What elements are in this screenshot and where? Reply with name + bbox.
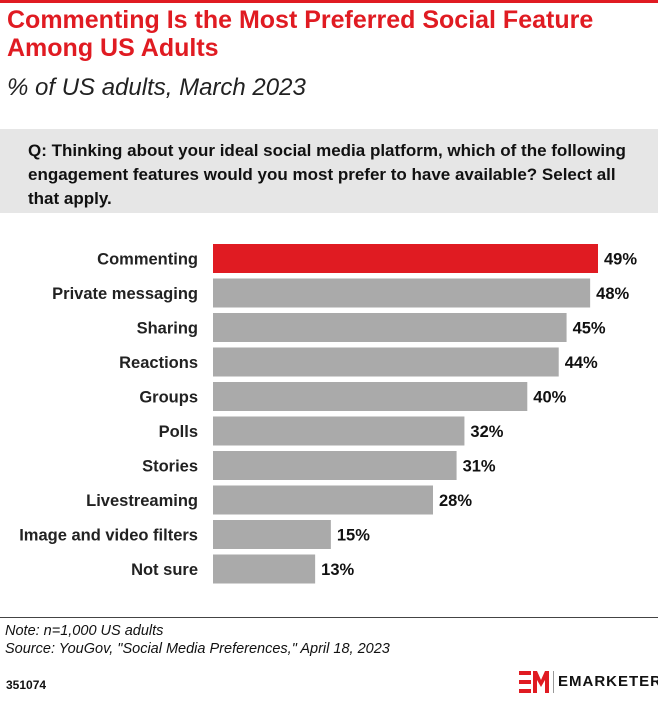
value-label: 44% (565, 354, 598, 372)
footnotes: Note: n=1,000 US adults Source: YouGov, … (5, 622, 390, 658)
value-label: 45% (573, 320, 606, 338)
value-label: 13% (321, 561, 354, 579)
category-label: Private messaging (52, 285, 198, 303)
category-label: Commenting (97, 251, 198, 269)
value-label: 40% (533, 389, 566, 407)
category-label: Stories (142, 458, 198, 476)
bar (213, 244, 598, 273)
chart-title: Commenting Is the Most Preferred Social … (7, 6, 594, 62)
bar (213, 382, 528, 411)
category-label: Polls (159, 423, 198, 441)
chart-id: 351074 (6, 678, 47, 692)
category-label: Livestreaming (86, 492, 198, 510)
emarketer-logo: EMARKETER (519, 668, 658, 696)
bar (213, 485, 433, 515)
bar (213, 347, 559, 377)
chart-subtitle: % of US adults, March 2023 (7, 74, 306, 101)
value-label: 49% (604, 251, 637, 269)
category-label: Image and video filters (19, 527, 198, 545)
logo-separator (553, 671, 554, 693)
emarketer-logo-icon (519, 671, 549, 693)
category-label: Sharing (137, 320, 198, 338)
footer-rule (0, 617, 658, 618)
value-label: 48% (596, 285, 629, 303)
category-label: Groups (139, 389, 198, 407)
bar (213, 451, 457, 480)
value-label: 28% (439, 492, 472, 510)
sample-note: Note: n=1,000 US adults (5, 623, 164, 639)
category-label: Reactions (119, 354, 198, 372)
bar (213, 520, 331, 549)
value-label: 15% (337, 527, 370, 545)
bar-chart: Commenting 49% Private messaging 48% Sharing… (19, 244, 637, 584)
value-label: 32% (470, 423, 503, 441)
bar (213, 278, 591, 308)
top-accent-rule (0, 0, 658, 3)
bar (213, 313, 567, 342)
category-label: Not sure (131, 561, 198, 579)
logo-wordmark: EMARKETER (558, 673, 658, 690)
source-note: Source: YouGov, "Social Media Preference… (5, 641, 390, 657)
value-label: 31% (463, 458, 496, 476)
survey-question: Q: Thinking about your ideal social medi… (0, 129, 658, 213)
bar (213, 416, 465, 446)
bar (213, 554, 316, 584)
